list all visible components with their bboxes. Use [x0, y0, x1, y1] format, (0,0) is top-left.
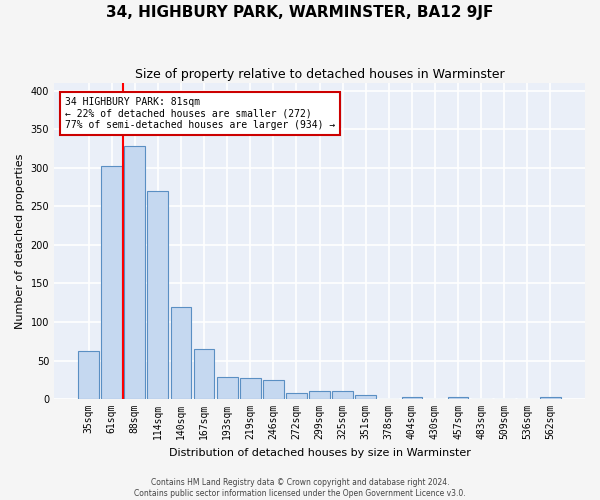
Y-axis label: Number of detached properties: Number of detached properties	[15, 154, 25, 328]
Bar	[286, 393, 307, 399]
X-axis label: Distribution of detached houses by size in Warminster: Distribution of detached houses by size …	[169, 448, 470, 458]
Bar	[355, 395, 376, 399]
Bar	[263, 380, 284, 399]
Bar	[309, 390, 330, 399]
Text: Contains HM Land Registry data © Crown copyright and database right 2024.
Contai: Contains HM Land Registry data © Crown c…	[134, 478, 466, 498]
Bar	[448, 396, 469, 399]
Bar	[240, 378, 260, 399]
Bar	[78, 352, 99, 399]
Bar	[540, 396, 561, 399]
Bar	[124, 146, 145, 399]
Bar	[217, 378, 238, 399]
Bar	[332, 390, 353, 399]
Bar	[401, 396, 422, 399]
Text: 34 HIGHBURY PARK: 81sqm
← 22% of detached houses are smaller (272)
77% of semi-d: 34 HIGHBURY PARK: 81sqm ← 22% of detache…	[65, 98, 335, 130]
Text: 34, HIGHBURY PARK, WARMINSTER, BA12 9JF: 34, HIGHBURY PARK, WARMINSTER, BA12 9JF	[106, 5, 494, 20]
Bar	[170, 306, 191, 399]
Title: Size of property relative to detached houses in Warminster: Size of property relative to detached ho…	[135, 68, 505, 80]
Bar	[194, 349, 214, 399]
Bar	[101, 166, 122, 399]
Bar	[148, 191, 168, 399]
